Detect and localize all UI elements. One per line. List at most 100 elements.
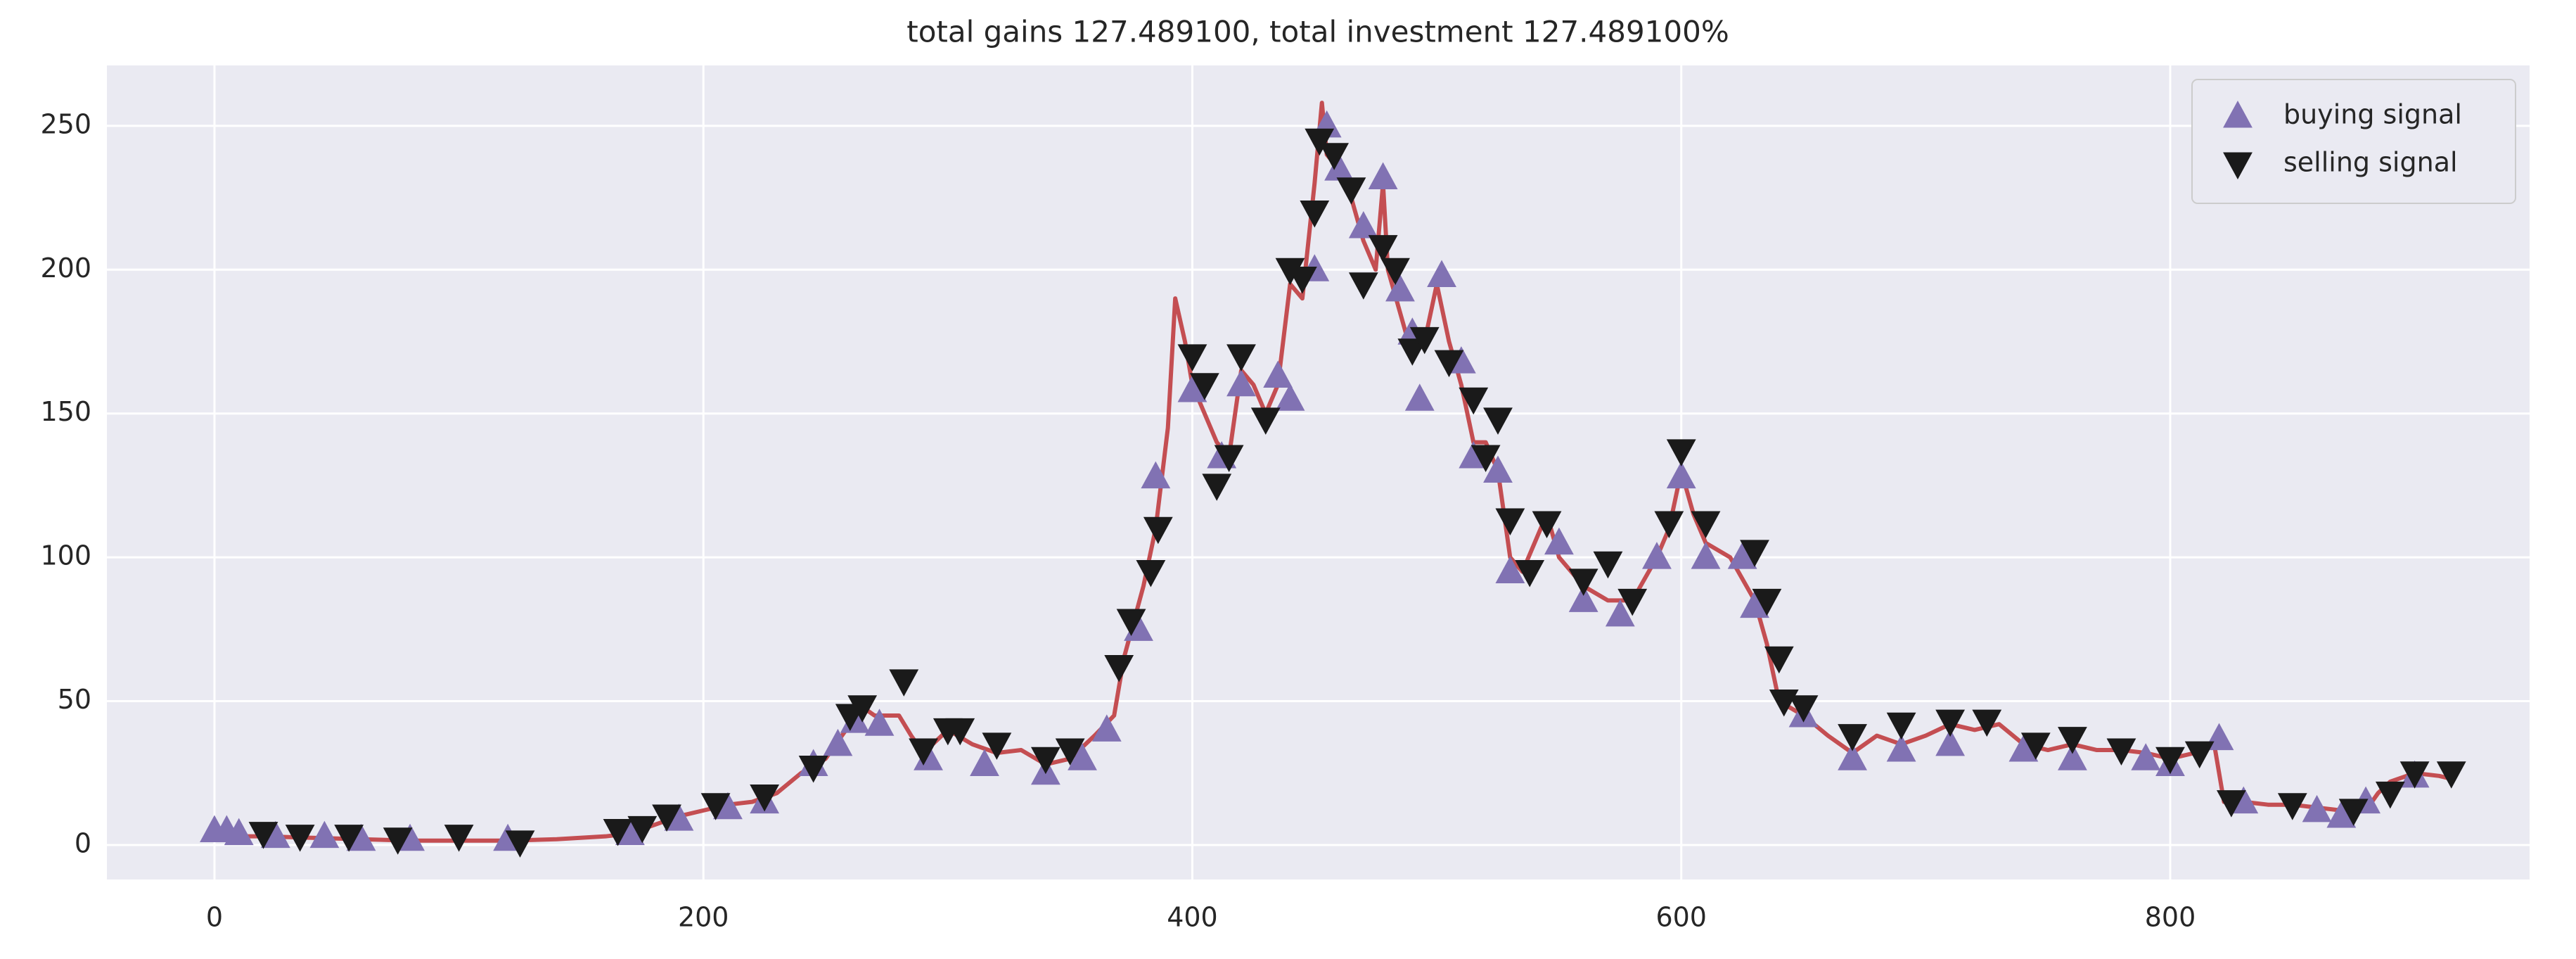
signal-marker [1275, 258, 1305, 286]
signal-marker [889, 669, 919, 697]
signal-marker [2058, 727, 2087, 754]
signal-marker [1470, 445, 1501, 473]
signal-marker [615, 818, 645, 846]
signal-marker [627, 815, 658, 844]
signal-marker [2106, 738, 2136, 766]
signal-marker [664, 804, 694, 831]
signal-marker [2375, 781, 2405, 809]
y-tick-label: 200 [40, 253, 91, 284]
signal-marker [2155, 747, 2185, 775]
signal-marker [1617, 588, 1648, 616]
signal-marker [1515, 560, 1545, 588]
signal-marker [1740, 540, 1769, 567]
signal-marker [1568, 585, 1598, 612]
signal-marker [1568, 569, 1598, 596]
signal-marker [798, 756, 828, 783]
signal-marker [2326, 801, 2357, 828]
signal-marker [1935, 709, 1966, 737]
signal-marker [2302, 794, 2332, 823]
signal-marker [603, 818, 633, 846]
signal-marker [1348, 272, 1378, 300]
y-tick-label: 250 [40, 108, 91, 139]
signal-marker [260, 820, 290, 849]
signal-marker [1434, 350, 1464, 378]
signal-marker [1691, 511, 1721, 539]
signal-marker [309, 820, 340, 849]
signal-marker [1189, 373, 1219, 400]
signal-marker [2020, 732, 2051, 760]
signal-marker [1368, 162, 1398, 189]
signal-marker [2058, 743, 2087, 770]
signal-marker [1116, 609, 1146, 637]
signal-marker [2277, 793, 2307, 820]
signal-marker [1214, 445, 1244, 473]
signal-marker [1666, 439, 1696, 466]
signal-marker [1226, 344, 1256, 371]
signal-marker [1654, 511, 1684, 539]
signal-marker [444, 825, 474, 852]
signal-marker [1143, 516, 1173, 545]
x-tick-label: 200 [678, 902, 729, 933]
signal-marker [823, 728, 853, 756]
signal-marker [1380, 258, 1410, 286]
legend-label: selling signal [2283, 147, 2458, 178]
y-tick-label: 0 [75, 827, 91, 858]
signal-marker [1886, 735, 1916, 762]
legend-box [2191, 79, 2516, 204]
chart-title: total gains 127.489100, total investment… [906, 15, 1729, 49]
signal-marker [1136, 560, 1166, 588]
signal-marker [1764, 646, 1794, 674]
signal-marker [982, 732, 1012, 760]
signal-marker [1055, 738, 1085, 766]
signal-marker [1348, 210, 1378, 239]
signal-marker [346, 823, 376, 851]
signal-marker [750, 784, 780, 812]
signal-marker [2008, 735, 2039, 762]
x-tick-label: 800 [2145, 902, 2196, 933]
signal-marker [1288, 267, 1317, 294]
signal-marker [1275, 383, 1305, 411]
signal-marker [1544, 527, 1574, 555]
legend: buying signal selling signal [2191, 79, 2516, 204]
signal-marker [847, 695, 878, 723]
signal-marker [1385, 274, 1415, 302]
signal-marker [2216, 790, 2246, 818]
y-tick-label: 150 [40, 396, 91, 427]
signal-marker [1838, 743, 1867, 770]
signal-marker [248, 822, 278, 849]
signal-marker [914, 743, 943, 770]
signal-marker [1666, 461, 1696, 489]
signal-marker [2399, 761, 2430, 789]
x-tick-label: 600 [1655, 902, 1707, 933]
signal-marker [1263, 360, 1293, 388]
y-tick-label: 100 [40, 540, 91, 571]
signal-marker [2131, 743, 2161, 770]
signal-marker [970, 749, 999, 776]
signal-marker [334, 825, 364, 852]
signal-marker [2184, 741, 2215, 769]
signal-marker [700, 793, 731, 820]
signal-marker [1495, 508, 1525, 535]
signal-marker [1532, 511, 1562, 539]
signal-marker [1202, 474, 1232, 501]
signal-marker [1642, 542, 1672, 569]
signal-marker [1483, 455, 1513, 483]
signal-marker [1305, 128, 1335, 156]
signal-marker [1427, 260, 1456, 287]
signal-marker [864, 709, 895, 736]
signal-marker [1404, 383, 1435, 411]
signal-marker [1368, 235, 1398, 262]
signal-marker [383, 827, 413, 855]
legend-marker [2223, 101, 2253, 128]
signal-marker [1495, 556, 1525, 584]
signal-marker [1324, 153, 1354, 181]
signal-marker [1691, 542, 1721, 569]
signal-marker [1397, 338, 1428, 366]
signal-marker [1972, 709, 2002, 737]
signal-marker [1593, 551, 1623, 579]
signal-marker [1226, 369, 1256, 397]
signal-marker [1177, 374, 1207, 402]
signal-marker [1068, 743, 1097, 770]
signal-marker [285, 825, 315, 852]
